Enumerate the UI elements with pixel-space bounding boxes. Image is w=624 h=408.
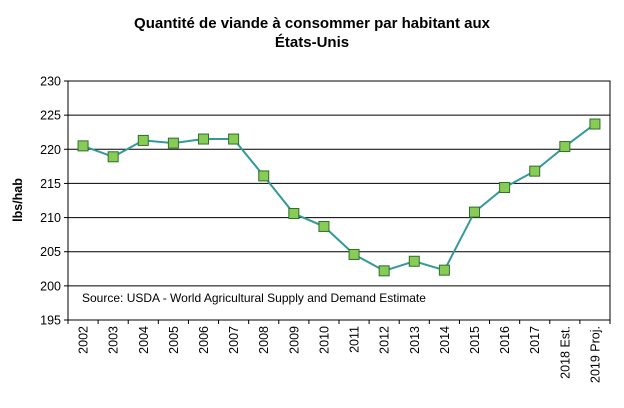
series-group <box>77 118 601 277</box>
x-tick-label: 2017 <box>528 326 542 354</box>
data-point-2016 <box>499 182 511 194</box>
y-tick-label: 205 <box>40 245 61 259</box>
data-point-2017 <box>529 165 541 177</box>
data-point-2007 <box>228 133 240 145</box>
data-point-2009 <box>288 207 300 219</box>
data-point-2015 <box>469 206 480 218</box>
chart-title-line-2: États-Unis <box>274 34 350 51</box>
x-tick-label: 2008 <box>257 326 271 354</box>
data-point-2005 <box>167 137 179 149</box>
data-point-2014 <box>438 264 450 276</box>
x-axis-ticks: 2002 2003 2004 2005 2006 2007 2008 2009 2010 2011… <box>67 320 611 383</box>
x-tick-label: 2016 <box>498 326 512 354</box>
y-tick-label: 200 <box>40 279 61 293</box>
x-tick-label: 2011 <box>348 326 362 353</box>
x-tick-label: 2012 <box>378 326 392 354</box>
y-tick-label: 220 <box>40 143 61 157</box>
y-tick-label: 215 <box>40 177 61 191</box>
x-tick-label: 2003 <box>107 326 121 354</box>
x-tick-label: 2004 <box>137 326 151 354</box>
data-point-2003 <box>107 151 119 163</box>
series-line-0 <box>82 123 596 272</box>
chart-title-line-1: Quantité de viande à consommer par habit… <box>134 15 490 32</box>
data-point-2008 <box>258 170 270 182</box>
data-point-2018-Est- <box>559 141 571 153</box>
source-annotation: Source: USDA - World Agricultural Supply… <box>82 291 426 305</box>
x-tick-label: 2005 <box>167 326 181 354</box>
x-tick-label: 2009 <box>287 326 301 354</box>
plot-area <box>67 80 611 321</box>
y-tick-label: 195 <box>40 314 61 328</box>
data-point-2011 <box>348 248 360 260</box>
y-axis-label: lbs/hab <box>11 178 25 222</box>
data-point-2002 <box>77 140 89 152</box>
grid-lines <box>68 114 610 287</box>
data-point-2019-Proj- <box>589 118 601 130</box>
y-tick-label: 225 <box>40 109 61 123</box>
x-tick-label: 2010 <box>317 326 331 354</box>
x-tick-label: 2014 <box>438 326 452 354</box>
data-point-2006 <box>198 133 209 145</box>
x-tick-label: 2018 Est. <box>558 326 572 379</box>
data-point-2010 <box>318 220 330 232</box>
y-tick-label: 210 <box>40 211 61 225</box>
x-tick-label: 2006 <box>197 326 211 354</box>
x-tick-label: 2002 <box>77 326 91 354</box>
y-axis-ticks: 195 200 205 210 215 220 225 230 <box>40 75 68 328</box>
x-tick-label: 2015 <box>468 326 482 354</box>
x-tick-label: 2013 <box>408 326 422 354</box>
data-point-2013 <box>408 255 420 267</box>
chart-title: Quantité de viande à consommer par habit… <box>0 14 624 52</box>
data-point-2012 <box>378 265 390 277</box>
y-tick-label: 230 <box>40 75 61 89</box>
x-tick-label: 2019 Proj. <box>588 326 602 383</box>
x-tick-label: 2007 <box>227 326 241 354</box>
data-point-2004 <box>137 134 149 146</box>
